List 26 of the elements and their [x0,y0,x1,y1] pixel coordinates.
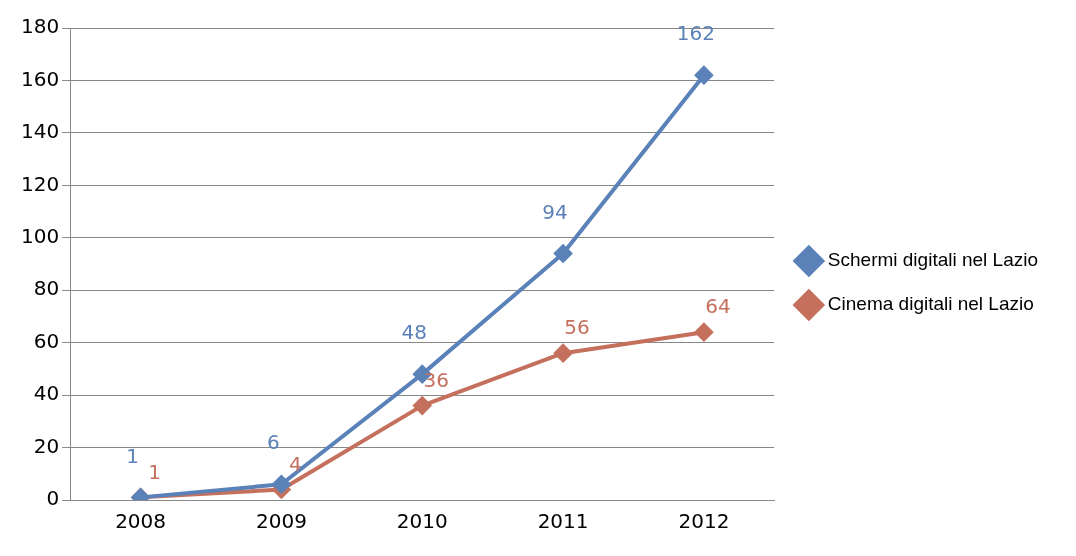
data-label: 94 [542,199,568,224]
data-label: 48 [401,320,427,345]
data-label: 36 [423,367,449,392]
data-label: 1 [126,443,139,468]
x-tick-label: 2012 [678,509,730,534]
x-tick-label: 2011 [537,509,589,534]
y-tick-label: 100 [20,223,60,248]
y-tick-label: 160 [20,66,60,91]
data-label: 1 [148,459,161,484]
y-tick-label: 20 [33,433,60,458]
data-label: 64 [705,294,731,319]
y-tick-label: 0 [46,486,60,511]
x-tick-label: 2008 [115,509,167,534]
y-tick-label: 120 [20,171,60,196]
data-label: 4 [289,451,302,476]
x-tick-label: 2010 [396,509,448,534]
y-tick-label: 180 [20,14,60,39]
x-tick-label: 2009 [255,509,307,534]
data-label: 56 [564,315,590,340]
legend-label: Schermi digitali nel Lazio [827,249,1039,271]
data-label: 162 [676,21,716,46]
y-tick-label: 140 [20,119,60,144]
y-tick-label: 40 [33,381,60,406]
y-tick-label: 60 [33,328,60,353]
legend-label: Cinema digitali nel Lazio [827,293,1034,315]
y-tick-label: 80 [33,276,60,301]
